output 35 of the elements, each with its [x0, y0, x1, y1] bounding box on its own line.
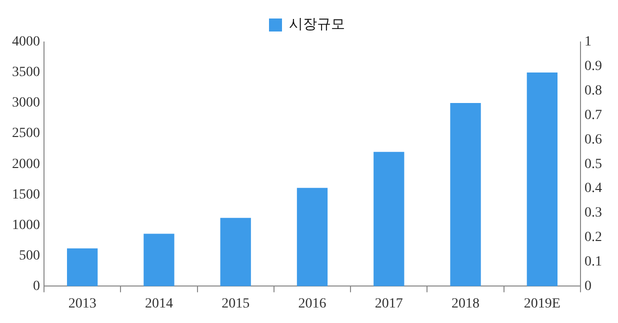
bar [66, 248, 98, 286]
x-tick-label: 2018 [452, 296, 480, 312]
y2-tick-label: 1 [584, 34, 592, 50]
bar [144, 234, 174, 286]
y-tick-label: 2000 [12, 156, 40, 172]
legend-label: 시장규모 [289, 16, 345, 33]
x-tick-label: 2013 [68, 296, 96, 312]
y2-tick-label: 0 [584, 278, 592, 294]
y2-tick-label: 0.1 [584, 254, 602, 270]
y2-tick-label: 0.7 [584, 108, 602, 123]
y-tick-label: 4000 [12, 34, 40, 50]
y-tick-label: 1000 [12, 218, 40, 233]
y2-tick-label: 0.6 [584, 132, 602, 148]
y-tick-label: 500 [19, 248, 40, 264]
y-tick-label: 1500 [12, 187, 40, 202]
y-tick-label: 3000 [12, 96, 40, 111]
bar [450, 103, 481, 286]
x-tick-label: 2015 [222, 296, 250, 312]
bar [220, 218, 251, 286]
y2-tick-label: 0.3 [584, 206, 602, 221]
y2-tick-label: 0.9 [584, 59, 602, 74]
y2-tick-label: 0.2 [584, 230, 602, 246]
x-tick-label: 2017 [374, 296, 403, 312]
x-tick-label: 2019E [524, 296, 560, 312]
y-tick-label: 3500 [12, 65, 40, 80]
y2-tick-label: 0.5 [584, 156, 602, 172]
x-tick-label: 2016 [298, 296, 326, 312]
y2-tick-label: 0.8 [584, 84, 602, 99]
y-tick-label: 0 [33, 278, 40, 294]
y2-tick-label: 0.4 [584, 181, 602, 196]
x-tick-label: 2014 [144, 296, 173, 312]
bar [526, 72, 558, 286]
y-tick-label: 2500 [12, 126, 40, 142]
bar [296, 188, 328, 286]
bar [374, 152, 404, 286]
